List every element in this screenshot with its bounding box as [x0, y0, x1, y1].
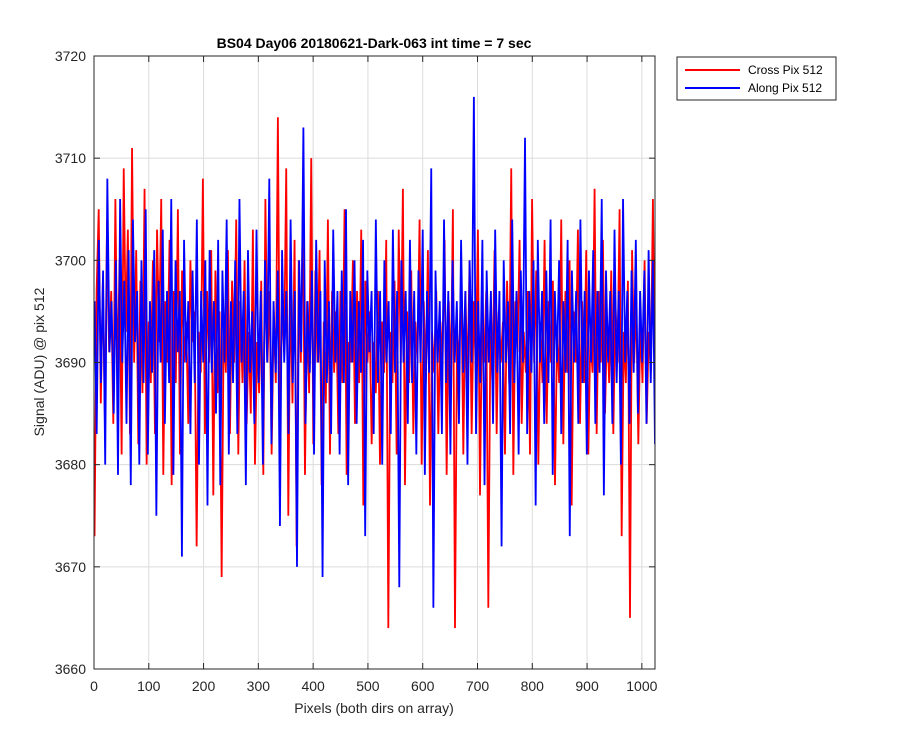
x-tick-label: 700 [466, 678, 490, 694]
x-tick-label: 300 [247, 678, 271, 694]
y-tick-label: 3660 [55, 661, 86, 677]
x-tick-label: 0 [90, 678, 98, 694]
y-tick-label: 3690 [55, 355, 86, 371]
x-tick-label: 500 [356, 678, 380, 694]
y-tick-label: 3710 [55, 150, 86, 166]
tick-label-layer: 0 100 200 300 400 500 600 700 800 900 1000 3660 3670… [55, 48, 658, 694]
legend: Cross Pix 512 Along Pix 512 [676, 56, 837, 101]
x-tick-label: 900 [575, 678, 599, 694]
x-tick-label: 200 [192, 678, 216, 694]
y-tick-label: 3680 [55, 457, 86, 473]
series-layer [94, 96, 655, 629]
y-tick-label: 3670 [55, 559, 86, 575]
y-axis-label: Signal (ADU) @ pix 512 [31, 287, 47, 436]
series-line-along-pix [94, 96, 655, 608]
x-axis-label: Pixels (both dirs on array) [294, 700, 454, 716]
legend-box [676, 56, 837, 101]
tick-layer [93, 55, 655, 670]
legend-label-along: Along Pix 512 [748, 81, 822, 95]
x-tick-label: 400 [301, 678, 325, 694]
legend-label-cross: Cross Pix 512 [748, 63, 823, 77]
x-tick-label: 1000 [626, 678, 657, 694]
chart-title: BS04 Day06 20180621-Dark-063 int time = … [217, 35, 532, 51]
y-tick-label: 3700 [55, 252, 86, 268]
x-tick-label: 100 [137, 678, 161, 694]
x-tick-label: 800 [521, 678, 545, 694]
y-tick-label: 3720 [55, 48, 86, 64]
x-tick-label: 600 [411, 678, 435, 694]
